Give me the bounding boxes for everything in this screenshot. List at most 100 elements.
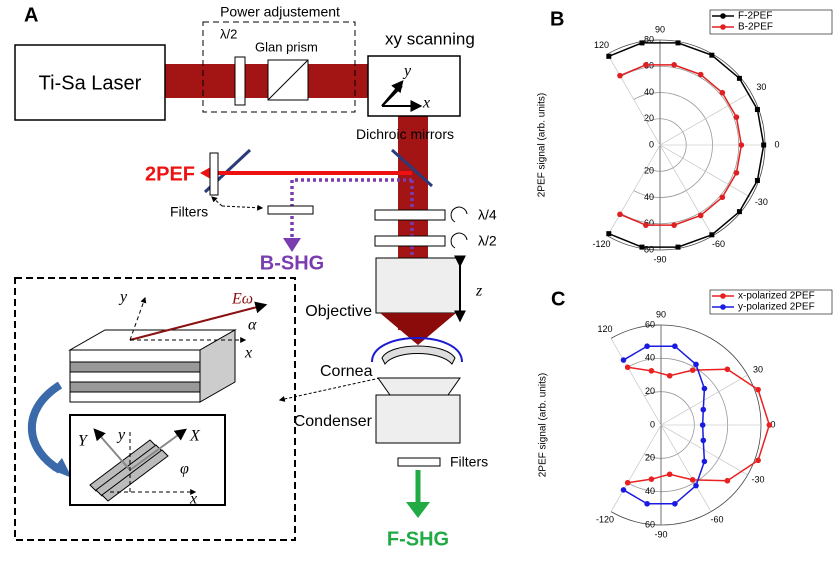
dichroic-text: Dichroic mirrors bbox=[356, 126, 454, 142]
marker bbox=[666, 471, 673, 478]
marker bbox=[709, 52, 715, 58]
marker bbox=[693, 482, 699, 489]
marker bbox=[639, 40, 645, 46]
grid-spoke bbox=[659, 92, 752, 146]
marker bbox=[620, 487, 627, 493]
curve-arrow bbox=[27, 381, 63, 474]
marker bbox=[675, 244, 681, 250]
objective bbox=[375, 257, 461, 314]
filter bbox=[397, 457, 441, 467]
angle-label: -120 bbox=[596, 515, 614, 525]
mirror bbox=[390, 148, 434, 188]
marker bbox=[738, 142, 745, 148]
panel-a: A Ti-Sa Laser Power adjustement λ/2 Glan… bbox=[14, 4, 497, 550]
label-fshg: F-SHG bbox=[387, 528, 449, 550]
polar-charts: B 0 20 20 40 40 60 60 80 80 -120 -90 -60 -30 0 30 90 120 2… bbox=[537, 8, 833, 539]
plate bbox=[374, 235, 446, 247]
angle-label: 90 bbox=[655, 24, 665, 34]
y-tick-label: 20 bbox=[644, 113, 654, 123]
marker bbox=[672, 343, 678, 350]
legend-label: B-2PEF bbox=[738, 22, 773, 33]
y-tick-label: 0 bbox=[650, 419, 655, 429]
marker bbox=[689, 367, 696, 373]
marker bbox=[689, 477, 696, 483]
marker bbox=[644, 343, 650, 350]
angle-label: 120 bbox=[594, 40, 609, 50]
grid-spoke bbox=[660, 424, 712, 512]
cornea-label: Cornea bbox=[320, 363, 373, 380]
marker bbox=[639, 244, 645, 250]
legend-marker bbox=[720, 304, 726, 310]
condenser bbox=[375, 394, 461, 444]
grid-spoke bbox=[607, 53, 661, 146]
marker bbox=[671, 62, 677, 68]
marker bbox=[700, 406, 707, 413]
filters-label: Filters bbox=[170, 204, 208, 220]
grid-spoke bbox=[659, 144, 713, 237]
label-bshg: B-SHG bbox=[260, 252, 324, 274]
pointer bbox=[221, 204, 264, 211]
angle-label: 0 bbox=[770, 419, 775, 429]
cornea-lens bbox=[381, 345, 456, 365]
marker bbox=[754, 107, 760, 113]
angle-label: -90 bbox=[653, 254, 666, 264]
laser-box bbox=[14, 44, 166, 121]
marker bbox=[624, 479, 631, 486]
inset-box bbox=[14, 277, 296, 541]
grid-spoke bbox=[607, 144, 661, 237]
y-tick-label: 60 bbox=[645, 519, 655, 529]
legend-marker bbox=[720, 24, 726, 30]
legend-box bbox=[709, 289, 833, 315]
legend-label: x-polarized 2PEF bbox=[738, 291, 815, 302]
focus bbox=[380, 313, 456, 345]
marker bbox=[643, 62, 649, 68]
marker bbox=[699, 422, 706, 428]
inset-big-y: Y bbox=[78, 433, 89, 450]
marker bbox=[754, 177, 760, 183]
pointer bbox=[278, 377, 381, 402]
panel-label: B bbox=[550, 8, 564, 30]
power-box bbox=[202, 21, 356, 113]
glan-label: Glan prism bbox=[255, 39, 318, 54]
panel-label: A bbox=[24, 4, 38, 26]
arrow-head bbox=[283, 238, 301, 252]
y-tick-label: 20 bbox=[644, 166, 654, 176]
y-axis-label: 2PEF signal (arb. units) bbox=[537, 93, 548, 198]
marker bbox=[606, 231, 612, 237]
angle-label: 120 bbox=[597, 324, 612, 334]
marker bbox=[724, 366, 731, 373]
inset-e: Eω bbox=[231, 291, 253, 308]
angle-label: -30 bbox=[751, 474, 764, 484]
panel-label: C bbox=[551, 288, 565, 310]
marker bbox=[733, 170, 740, 176]
inset-x: x bbox=[244, 345, 252, 362]
marker bbox=[620, 357, 627, 363]
y-tick-label: 60 bbox=[644, 61, 654, 71]
marker bbox=[648, 368, 655, 374]
y-tick-label: 20 bbox=[645, 453, 655, 463]
grid-spoke bbox=[610, 424, 662, 512]
marker bbox=[766, 422, 773, 428]
marker bbox=[617, 211, 623, 218]
angle-label: -120 bbox=[592, 239, 610, 249]
half-label: λ/2 bbox=[478, 233, 497, 249]
marker bbox=[672, 500, 678, 507]
label-2pef: 2PEF bbox=[145, 163, 195, 185]
marker bbox=[700, 437, 707, 444]
axis bbox=[93, 428, 131, 471]
angle-label: -30 bbox=[755, 197, 768, 207]
condenser-label: Condenser bbox=[294, 413, 373, 430]
inset-y2: y bbox=[116, 427, 126, 444]
quarter-label: λ/4 bbox=[478, 207, 497, 223]
objective-label: Objective bbox=[305, 303, 372, 320]
marker bbox=[606, 53, 612, 59]
y-tick-label: 40 bbox=[644, 192, 654, 202]
inset-phi: φ bbox=[180, 461, 189, 478]
b-shg-path bbox=[290, 178, 412, 240]
angle-label: 30 bbox=[756, 82, 766, 92]
angle-label: 0 bbox=[774, 139, 779, 149]
plate bbox=[234, 56, 246, 106]
marker bbox=[648, 476, 655, 482]
marker bbox=[697, 71, 704, 78]
grid-spoke bbox=[610, 338, 662, 426]
